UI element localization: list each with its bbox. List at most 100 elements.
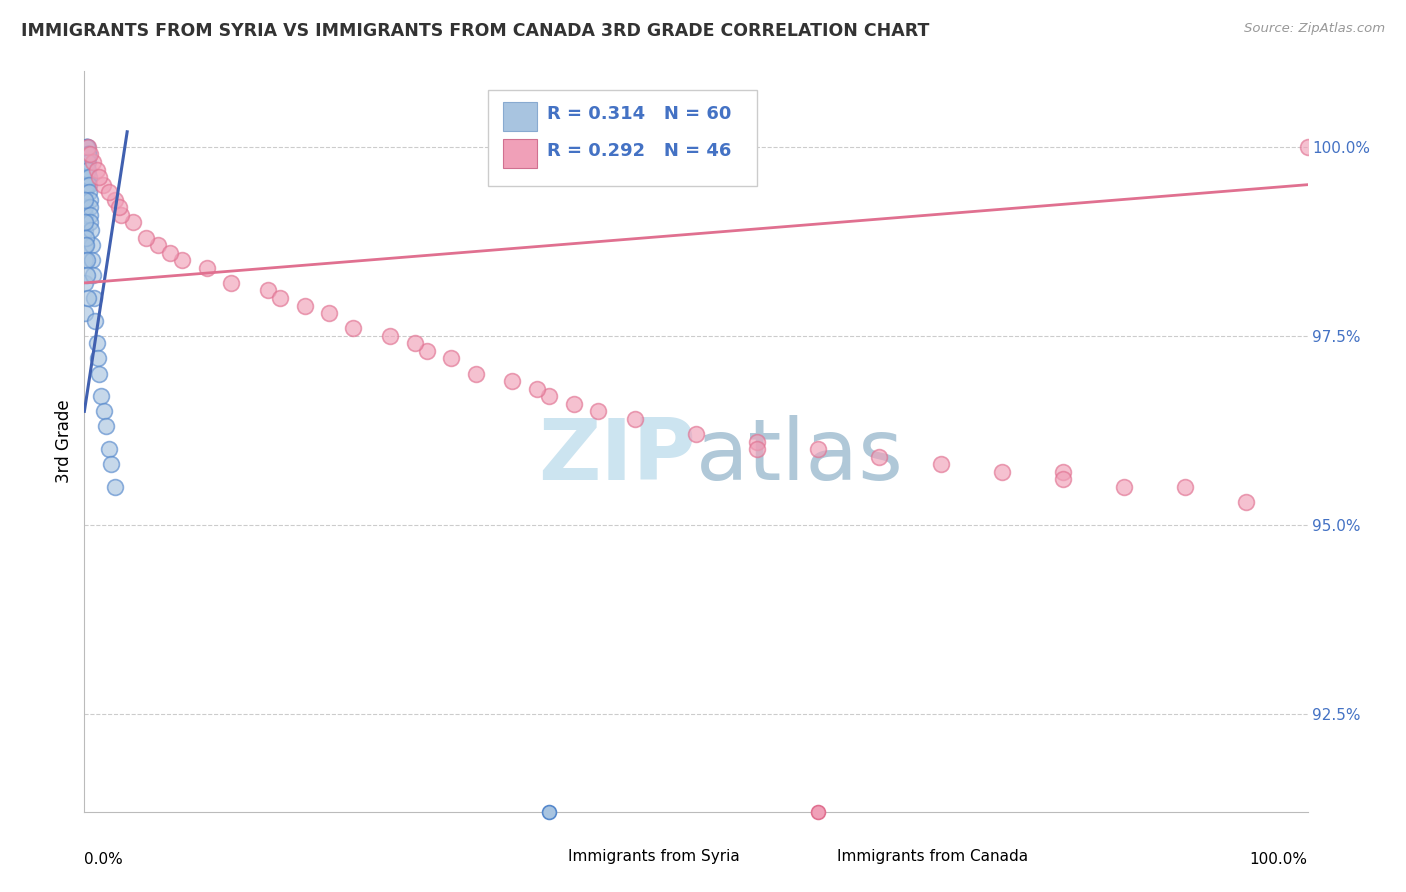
Point [747,434,769,449]
Point [77,170,100,185]
Point [79,147,101,161]
Point [1052,465,1074,479]
Point [77,162,100,177]
Point [807,442,830,456]
Point [82,253,104,268]
Point [75,186,97,200]
Point [86,336,108,351]
Point [991,465,1014,479]
Point [75,223,97,237]
Point [79,208,101,222]
Point [76,140,98,154]
Point [87,351,110,366]
Point [80,223,103,237]
Point [1236,495,1258,509]
Point [75,140,97,154]
Text: Immigrants from Canada: Immigrants from Canada [837,848,1028,863]
Point [104,480,127,494]
Point [257,284,280,298]
Point [76,170,98,185]
Point [79,215,101,229]
Point [76,155,98,169]
Text: 100.0%: 100.0% [1250,853,1308,867]
Point [75,200,97,214]
Point [80,238,103,252]
Point [73,253,96,268]
Point [464,367,486,381]
Point [76,147,98,161]
Point [685,427,707,442]
Point [416,343,439,358]
FancyBboxPatch shape [503,103,537,130]
Point [172,253,194,268]
Point [440,351,463,366]
Point [318,306,340,320]
Point [538,389,561,403]
Point [747,442,769,456]
Text: IMMIGRANTS FROM SYRIA VS IMMIGRANTS FROM CANADA 3RD GRADE CORRELATION CHART: IMMIGRANTS FROM SYRIA VS IMMIGRANTS FROM… [21,22,929,40]
Point [76,178,98,192]
Point [624,412,647,426]
Text: Source: ZipAtlas.com: Source: ZipAtlas.com [1244,22,1385,36]
Point [73,238,96,252]
Point [73,306,96,320]
Point [73,276,96,290]
Point [104,193,127,207]
Point [75,155,97,169]
Text: Immigrants from Syria: Immigrants from Syria [568,848,740,863]
Point [77,140,100,154]
Point [586,404,609,418]
Point [75,147,97,161]
Point [77,291,100,305]
Point [87,367,110,381]
Point [75,208,97,222]
Point [526,382,548,396]
Point [75,215,97,229]
Point [82,268,104,283]
Text: R = 0.292   N = 46: R = 0.292 N = 46 [547,143,731,161]
Point [97,186,120,200]
Point [83,291,105,305]
Point [77,155,100,169]
Point [76,147,98,161]
Point [79,200,101,214]
Point [219,276,242,290]
Point [86,162,108,177]
Point [76,162,98,177]
Point [146,238,169,252]
Point [76,140,98,154]
Text: ZIP: ZIP [538,415,696,498]
Point [76,155,98,169]
Point [107,200,129,214]
Point [77,186,100,200]
Point [159,245,181,260]
Point [562,397,585,411]
FancyBboxPatch shape [503,139,537,168]
Point [75,238,97,252]
Point [75,178,97,192]
Point [1296,140,1319,154]
Point [929,457,952,471]
Point [84,313,107,327]
Point [269,291,291,305]
Point [76,162,98,177]
Point [1174,480,1197,494]
Point [79,193,101,207]
Point [73,193,96,207]
Point [75,230,97,244]
Point [75,147,97,161]
Point [75,170,97,185]
Point [75,170,97,185]
Point [1114,480,1136,494]
Point [96,419,118,434]
Text: 0.0%: 0.0% [84,853,124,867]
Point [97,442,120,456]
Point [110,208,132,222]
Point [122,215,145,229]
Point [76,253,98,268]
Point [294,299,316,313]
Point [75,162,97,177]
Y-axis label: 3rd Grade: 3rd Grade [55,400,73,483]
Point [76,268,98,283]
Point [502,374,524,388]
